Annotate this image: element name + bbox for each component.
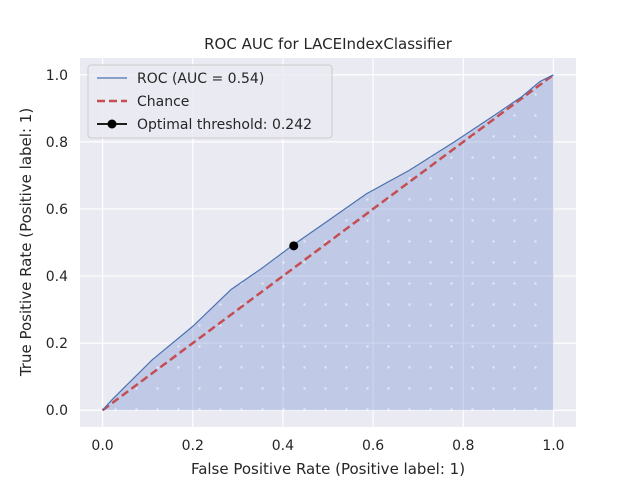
y-tick-label: 1.0 bbox=[46, 68, 68, 84]
y-tick-label: 0.0 bbox=[46, 403, 68, 419]
legend-optimal-marker bbox=[107, 119, 117, 129]
x-tick-label: 0.2 bbox=[182, 438, 204, 454]
x-tick-label: 0.0 bbox=[91, 438, 113, 454]
y-tick-label: 0.6 bbox=[46, 202, 68, 218]
x-tick-label: 0.8 bbox=[452, 438, 474, 454]
y-tick-label: 0.2 bbox=[46, 336, 68, 352]
x-tick-label: 0.6 bbox=[362, 438, 384, 454]
series-lines bbox=[101, 73, 555, 412]
legend-roc-label: ROC (AUC = 0.54) bbox=[137, 71, 264, 87]
x-tick-labels: 0.0 0.2 0.4 0.6 0.8 1.0 bbox=[91, 438, 564, 454]
x-tick-label: 0.4 bbox=[272, 438, 294, 454]
x-axis-label: False Positive Rate (Positive label: 1) bbox=[191, 460, 465, 478]
legend-chance-label: Chance bbox=[137, 94, 189, 110]
legend-optimal-label: Optimal threshold: 0.242 bbox=[137, 117, 312, 133]
chance-line bbox=[101, 73, 555, 412]
chart-title: ROC AUC for LACEIndexClassifier bbox=[204, 35, 453, 53]
legend: ROC (AUC = 0.54) Chance Optimal threshol… bbox=[87, 64, 333, 139]
y-axis-label: True Positive Rate (Positive label: 1) bbox=[17, 108, 35, 377]
y-tick-labels: 0.0 0.2 0.4 0.6 0.8 1.0 bbox=[46, 68, 68, 419]
legend-box bbox=[87, 64, 333, 139]
y-tick-label: 0.8 bbox=[46, 135, 68, 151]
x-tick-label: 1.0 bbox=[542, 438, 564, 454]
y-tick-label: 0.4 bbox=[46, 269, 68, 285]
optimal-threshold-marker bbox=[289, 241, 299, 251]
roc-line bbox=[102, 74, 554, 411]
